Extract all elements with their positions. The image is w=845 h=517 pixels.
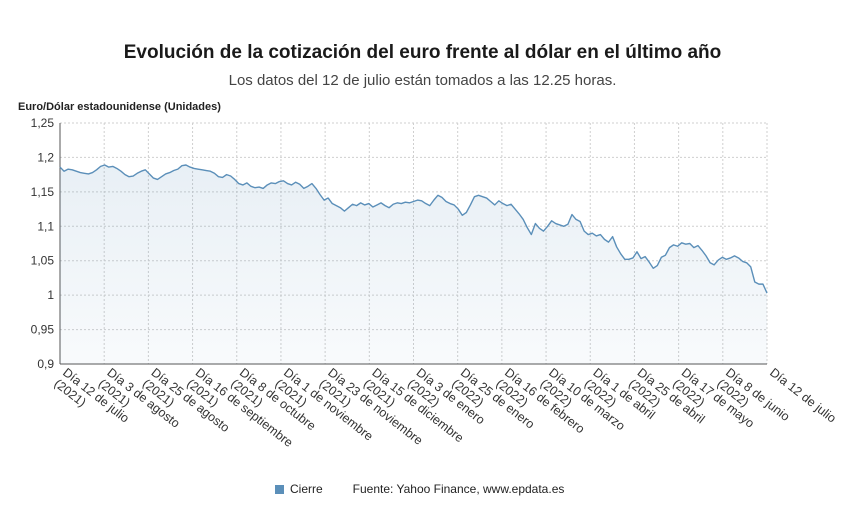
y-tick-label: 1,05 [31,254,55,268]
y-tick-label: 1,2 [37,150,54,164]
legend: Cierre Fuente: Yahoo Finance, www.epdata… [275,482,564,496]
y-tick-label: 1 [47,288,54,302]
legend-label-cierre: Cierre [290,482,323,496]
y-tick-label: 0,95 [31,323,55,337]
y-tick-label: 1,25 [31,116,55,130]
y-tick-label: 1,15 [31,185,55,199]
y-axis-label: Euro/Dólar estadounidense (Unidades) [18,101,221,113]
chart-title: Evolución de la cotización del euro fren… [123,42,722,63]
y-tick-label: 0,9 [37,357,54,371]
y-tick-label: 1,1 [37,219,54,233]
source-text: Fuente: Yahoo Finance, www.epdata.es [352,482,565,496]
legend-swatch-cierre [275,484,284,494]
series-area-cierre [60,165,767,364]
chart-subtitle: Los datos del 12 de julio están tomados … [228,72,617,89]
series-line-cierre [59,164,768,294]
